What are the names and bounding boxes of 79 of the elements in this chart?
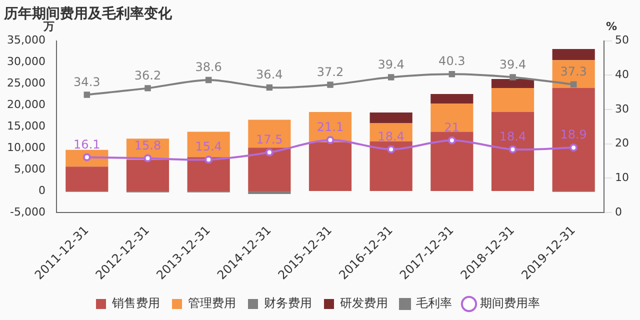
y-tick-label: 15,000 [6, 120, 46, 133]
y2-tick-label: 40 [615, 68, 630, 81]
bar [248, 191, 291, 194]
bar [248, 148, 291, 192]
bar [552, 60, 595, 88]
data-label: 37.3 [560, 64, 587, 79]
data-label: 37.2 [316, 64, 344, 79]
y-tick-label: 10,000 [6, 140, 46, 154]
point [204, 156, 213, 164]
y2-tick-label: 30 [615, 102, 630, 116]
bar [370, 112, 412, 124]
y-axis-title: 万 [42, 20, 54, 34]
chart-title: 历年期间费用及毛利率变化 [3, 5, 173, 22]
y-tick-label: 35,000 [6, 34, 46, 47]
bar [491, 88, 534, 112]
legend-label: 销售费用 [111, 296, 160, 310]
data-label: 15.4 [195, 140, 222, 154]
data-label: 40.3 [438, 54, 466, 68]
data-label: 16.1 [74, 137, 100, 152]
data-label: 21.1 [316, 120, 344, 134]
point [448, 136, 456, 144]
y-tick-label: 30,000 [6, 55, 46, 68]
data-label: 18.4 [378, 129, 404, 144]
point [144, 154, 152, 162]
point [508, 145, 517, 154]
y-tick-label: 0 [38, 184, 46, 197]
point [82, 153, 91, 162]
bar [430, 103, 474, 132]
point [144, 85, 151, 92]
y-tick-label: 20,000 [6, 98, 46, 112]
data-label: 18.4 [499, 129, 526, 144]
bar [308, 142, 352, 192]
y2-tick-label: 0 [615, 205, 622, 218]
bar [552, 88, 595, 192]
data-label: 15.8 [134, 138, 162, 152]
point [570, 144, 578, 152]
data-label: 36.2 [134, 68, 162, 82]
data-label: 18.9 [560, 128, 587, 142]
point [510, 74, 516, 80]
data-label: 36.4 [256, 68, 283, 82]
bar [248, 120, 291, 148]
y2-tick-label: 20 [615, 136, 630, 150]
point [205, 76, 212, 84]
data-label: 38.6 [195, 60, 222, 74]
point [327, 82, 334, 88]
data-label: 34.3 [74, 74, 100, 89]
y-tick-label: 5,000 [14, 162, 46, 176]
bar [491, 112, 534, 192]
legend-label: 财务费用 [264, 296, 312, 310]
point [570, 81, 577, 88]
data-label: 39.4 [499, 57, 526, 72]
y-tick-label: 25,000 [6, 76, 46, 90]
data-label: 21 [444, 120, 460, 135]
y2-tick-label: 10 [615, 171, 630, 184]
point [326, 136, 334, 144]
point [84, 92, 90, 98]
point [265, 148, 274, 156]
legend-label: 期间费用率 [480, 296, 540, 310]
bar [491, 79, 534, 88]
point [388, 74, 394, 80]
bar [430, 132, 474, 192]
legend-label: 研发费用 [340, 296, 388, 310]
y2-axis-title: % [606, 20, 618, 34]
legend-label: 管理费用 [188, 296, 236, 310]
bar [552, 48, 595, 60]
bar [430, 94, 474, 104]
point [266, 84, 273, 91]
y-tick-label: -5,000 [10, 205, 46, 218]
bar [187, 157, 230, 192]
y2-tick-label: 50 [615, 34, 630, 47]
bar [126, 160, 170, 192]
data-label: 17.5 [256, 132, 283, 147]
bar [66, 166, 108, 192]
point [387, 145, 396, 154]
data-label: 39.4 [378, 57, 404, 72]
bar [187, 132, 230, 158]
point [448, 70, 456, 78]
legend-label: 毛利率 [416, 296, 452, 310]
bar [370, 141, 412, 192]
